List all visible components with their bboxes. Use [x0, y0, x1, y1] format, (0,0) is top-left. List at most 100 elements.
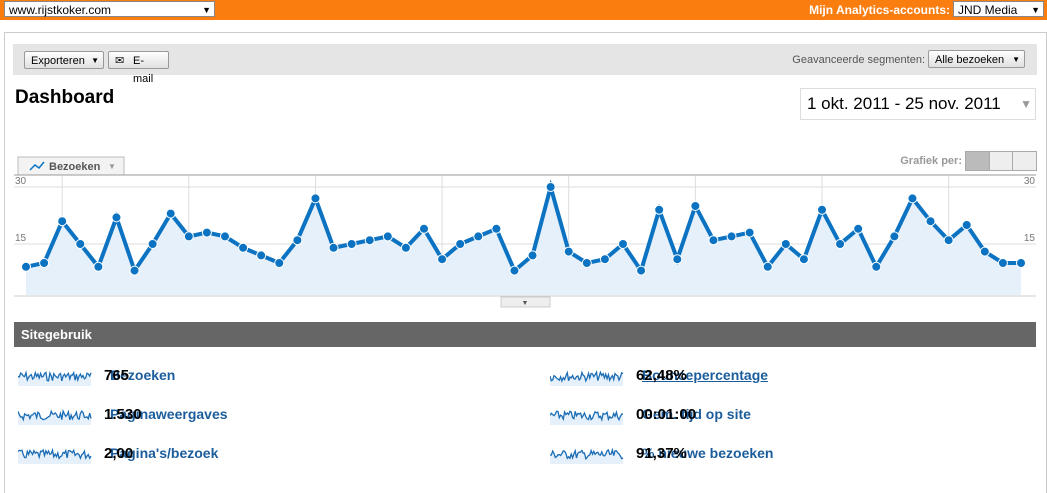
- point: [310, 193, 321, 204]
- point: [21, 261, 31, 272]
- y-tick-label: 30: [15, 176, 27, 187]
- point: [817, 204, 827, 215]
- chart-toggle[interactable]: [500, 296, 551, 308]
- sparkline: [18, 447, 92, 464]
- metric-tab-text: Bezoeken: [49, 161, 101, 173]
- sparkline-line: [18, 408, 92, 422]
- accounts-label: Mijn Analytics-accounts:: [809, 3, 950, 17]
- point: [581, 258, 592, 268]
- sparkline-line: [550, 370, 624, 383]
- segment-button[interactable]: Alle bezoeken ▼: [928, 50, 1025, 68]
- metric-value: 1.530: [104, 406, 142, 423]
- point: [400, 242, 411, 253]
- metric: 2,00 Pagina's/bezoek: [104, 445, 218, 463]
- metric-label[interactable]: Bezoeken: [110, 367, 176, 383]
- sparkline: [18, 370, 92, 386]
- segments-label: Geavanceerde segmenten:: [792, 54, 925, 66]
- day-button[interactable]: [966, 152, 990, 170]
- top-bar: www.rijstkoker.com Mijn Analytics-accoun…: [0, 0, 1047, 20]
- point: [111, 212, 122, 223]
- metric-value: 91,37%: [636, 445, 687, 462]
- chart-toggle-arrow: ▼: [522, 300, 529, 307]
- metric-value: 2,00: [104, 445, 134, 462]
- export-button[interactable]: Exporteren ▼: [24, 51, 104, 69]
- sparkline-line: [550, 447, 624, 461]
- sparkline-area: [18, 450, 91, 464]
- point: [654, 204, 665, 215]
- page-title: Dashboard: [15, 87, 115, 108]
- sparkline: [550, 409, 623, 425]
- point: [979, 246, 990, 257]
- metric-label[interactable]: Paginaweergaves: [110, 406, 228, 422]
- point: [618, 239, 628, 249]
- graph-period-buttons: [965, 151, 1037, 171]
- point: [473, 231, 484, 242]
- point: [925, 216, 936, 227]
- point: [346, 239, 357, 249]
- point: [57, 216, 68, 227]
- point: [943, 235, 954, 246]
- point: [744, 227, 755, 238]
- sparkline-area: [550, 450, 623, 464]
- sparkline-line: [550, 409, 623, 422]
- point: [382, 231, 393, 242]
- point: [853, 223, 864, 234]
- point: [364, 235, 375, 246]
- metric-value: 62,48%: [636, 367, 687, 384]
- site-usage-title: Sitegebruik: [21, 327, 93, 342]
- point: [527, 250, 538, 261]
- export-text: Exporteren: [31, 55, 85, 67]
- point: [997, 258, 1008, 268]
- point: [220, 231, 230, 242]
- point: [889, 231, 900, 242]
- point: [672, 254, 683, 265]
- metric: 91,37%% nieuwe bezoeken: [636, 445, 773, 463]
- point: [961, 220, 972, 230]
- area: [26, 187, 1021, 295]
- point: [563, 246, 574, 257]
- email-text: E-mail: [133, 55, 154, 85]
- point: [419, 223, 429, 234]
- point: [292, 235, 303, 246]
- site-select[interactable]: www.rijstkoker.com: [4, 1, 215, 18]
- point: [39, 258, 50, 268]
- point: [455, 239, 466, 249]
- toolbar: Exporteren ▼ ✉ E-mail Geavanceerde segment…: [13, 44, 1037, 85]
- y-tick-label-right: 15: [1024, 233, 1036, 244]
- point: [437, 254, 448, 265]
- point: [798, 254, 809, 265]
- metric: 765 Bezoeken: [104, 367, 175, 385]
- sparkline-area: [18, 411, 91, 425]
- metric-label[interactable]: Bouncepercentage: [642, 367, 769, 383]
- metric-label[interactable]: % nieuwe bezoeken: [642, 445, 774, 461]
- sparkline: [18, 408, 92, 425]
- point: [636, 265, 647, 276]
- y-tick-label: 15: [15, 233, 27, 244]
- site-usage-bar: [14, 322, 1036, 347]
- point: [509, 265, 520, 276]
- point: [780, 239, 791, 249]
- date-range-text: 1 okt. 2011 - 25 nov. 2011: [807, 94, 1001, 113]
- segment-text: Alle bezoeken: [935, 54, 1005, 66]
- metric-value: 00:01:00: [636, 406, 697, 423]
- point: [708, 235, 719, 246]
- point: [690, 201, 701, 211]
- point: [907, 193, 918, 204]
- week-button[interactable]: [990, 152, 1014, 170]
- metric: 00:01:00 Gem. tijd op site: [636, 406, 751, 424]
- point: [328, 242, 339, 253]
- point: [129, 265, 140, 276]
- point: [762, 261, 773, 272]
- tab-icon: [29, 161, 45, 171]
- account-select[interactable]: JND Media: [953, 1, 1044, 18]
- date-range[interactable]: 1 okt. 2011 - 25 nov. 2011 ▼: [800, 88, 1036, 120]
- sparkline: [550, 370, 624, 386]
- email-button[interactable]: ✉ E-mail: [108, 51, 169, 85]
- metric-label[interactable]: Gem. tijd op site: [642, 406, 751, 422]
- metric-label[interactable]: Pagina's/bezoek: [110, 445, 219, 461]
- point: [165, 208, 176, 219]
- point: [201, 227, 212, 238]
